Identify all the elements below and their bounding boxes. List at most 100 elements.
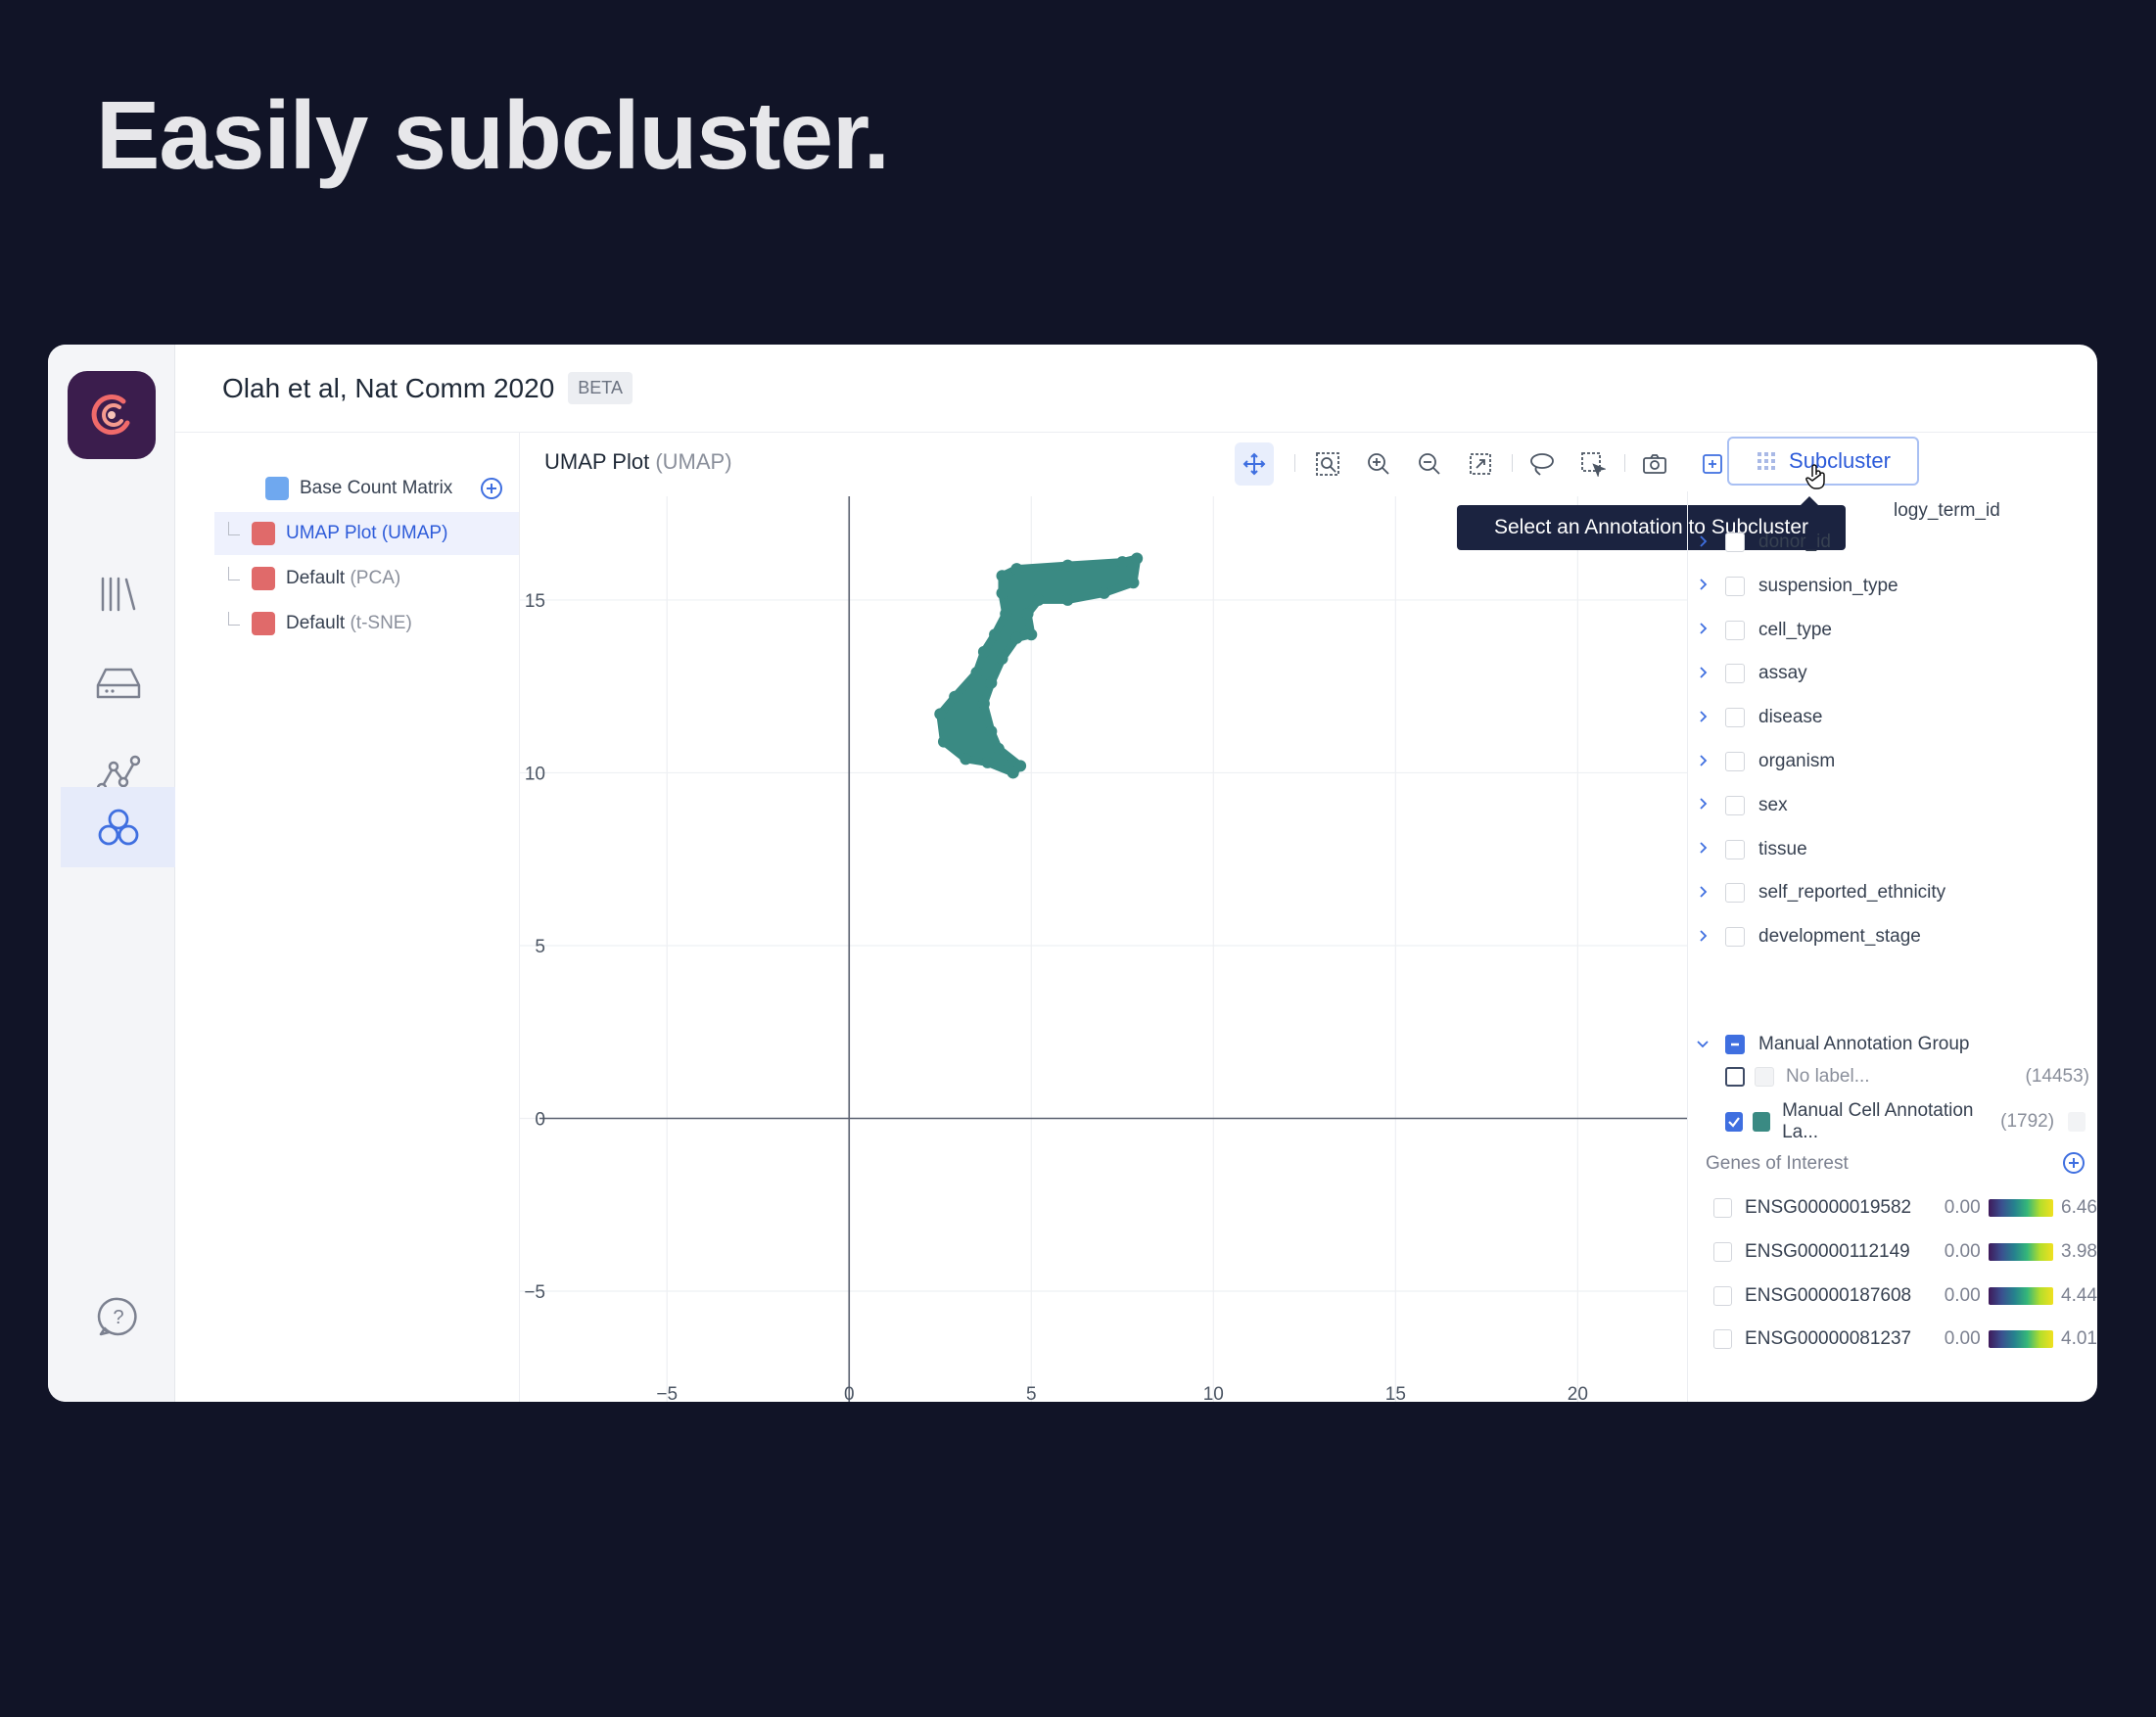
data-point bbox=[1127, 577, 1140, 589]
box-zoom-icon[interactable] bbox=[1308, 442, 1347, 486]
tree-item-pca[interactable]: Default (PCA) bbox=[214, 557, 519, 600]
annotation-field-label: donor_id bbox=[1758, 532, 1831, 552]
chevron-right-icon[interactable] bbox=[1688, 533, 1717, 553]
field-checkbox[interactable] bbox=[1725, 927, 1745, 948]
gene-min: 0.00 bbox=[1944, 1284, 1981, 1306]
annotation-field-organism[interactable]: organism bbox=[1688, 742, 2097, 781]
field-checkbox[interactable] bbox=[1725, 664, 1745, 684]
data-point bbox=[985, 676, 998, 689]
add-gene-icon[interactable] bbox=[2062, 1151, 2086, 1180]
box-select-icon[interactable] bbox=[1573, 442, 1613, 486]
data-point bbox=[1007, 766, 1019, 779]
annotation-field-assay[interactable]: assay bbox=[1688, 654, 2097, 693]
storage-icon[interactable] bbox=[61, 643, 175, 723]
gene-checkbox[interactable] bbox=[1713, 1241, 1733, 1262]
tree-item-suffix: (UMAP) bbox=[381, 523, 448, 543]
camera-icon[interactable] bbox=[1635, 442, 1674, 486]
data-point bbox=[1010, 631, 1023, 644]
x-tick-label: 5 bbox=[1026, 1384, 1037, 1402]
item-checkbox[interactable] bbox=[1725, 1112, 1744, 1132]
annotation-item-manual-cell[interactable]: Manual Cell Annotation La... (1792) bbox=[1688, 1100, 2097, 1142]
data-point bbox=[1061, 593, 1074, 606]
annotation-field-sex[interactable]: sex bbox=[1688, 786, 2097, 825]
annotation-field-disease[interactable]: disease bbox=[1688, 698, 2097, 737]
chevron-right-icon[interactable] bbox=[1688, 927, 1717, 948]
color-swatch bbox=[1753, 1112, 1771, 1132]
matrix-icon bbox=[265, 477, 289, 500]
help-icon[interactable]: ? bbox=[61, 1276, 175, 1357]
item-menu-icon[interactable] bbox=[2068, 1112, 2086, 1132]
annotation-item-no-label[interactable]: No label... (14453) bbox=[1688, 1057, 2097, 1096]
field-checkbox[interactable] bbox=[1725, 533, 1745, 552]
annotation-field-label: disease bbox=[1758, 707, 1823, 728]
field-checkbox[interactable] bbox=[1725, 708, 1745, 728]
gene-row[interactable]: ENSG00000112149 0.00 3.98 bbox=[1688, 1232, 2097, 1272]
autoscale-icon[interactable] bbox=[1461, 442, 1500, 486]
data-point bbox=[989, 628, 1002, 641]
annotation-field-suspension-type[interactable]: suspension_type bbox=[1688, 567, 2097, 606]
clusters-icon[interactable] bbox=[61, 787, 175, 867]
zoom-in-icon[interactable] bbox=[1359, 442, 1398, 486]
field-checkbox[interactable] bbox=[1725, 795, 1745, 815]
plot-axes bbox=[539, 496, 1687, 1402]
add-icon[interactable] bbox=[480, 477, 503, 506]
gene-checkbox[interactable] bbox=[1713, 1285, 1733, 1306]
gene-checkbox[interactable] bbox=[1713, 1198, 1733, 1218]
annotation-field-label: sex bbox=[1758, 794, 1788, 815]
group-checkbox[interactable] bbox=[1725, 1035, 1745, 1054]
data-point bbox=[977, 645, 990, 658]
gene-min: 0.00 bbox=[1944, 1197, 1981, 1218]
chevron-right-icon[interactable] bbox=[1688, 795, 1717, 815]
data-point bbox=[937, 735, 950, 748]
chevron-right-icon[interactable] bbox=[1688, 664, 1717, 684]
chevron-right-icon[interactable] bbox=[1688, 708, 1717, 728]
tree-item-label: Default bbox=[286, 568, 346, 588]
field-checkbox[interactable] bbox=[1725, 752, 1745, 771]
data-point bbox=[1032, 593, 1045, 606]
chevron-right-icon[interactable] bbox=[1688, 620, 1717, 640]
zoom-out-icon[interactable] bbox=[1410, 442, 1449, 486]
gene-row[interactable]: ENSG00000187608 0.00 4.44 bbox=[1688, 1276, 2097, 1316]
annotation-field-partial[interactable]: logy_term_id bbox=[1688, 491, 2097, 531]
beta-badge: BETA bbox=[568, 372, 633, 404]
field-checkbox[interactable] bbox=[1725, 576, 1745, 596]
annotation-field-cell-type[interactable]: cell_type bbox=[1688, 611, 2097, 650]
annotation-group-manual[interactable]: Manual Annotation Group bbox=[1688, 1025, 2097, 1064]
chevron-right-icon[interactable] bbox=[1688, 883, 1717, 904]
lasso-select-icon[interactable] bbox=[1523, 442, 1562, 486]
field-checkbox[interactable] bbox=[1725, 839, 1745, 859]
annotation-field-self-reported-ethnicity[interactable]: self_reported_ethnicity bbox=[1688, 873, 2097, 912]
chevron-right-icon[interactable] bbox=[1688, 576, 1717, 596]
data-point bbox=[996, 586, 1008, 599]
gene-row[interactable]: ENSG00000081237 0.00 4.01 bbox=[1688, 1320, 2097, 1359]
annotation-field-donor-id[interactable]: donor_id bbox=[1688, 523, 2097, 562]
chevron-right-icon[interactable] bbox=[1688, 752, 1717, 772]
app-logo[interactable] bbox=[68, 371, 156, 459]
umap-scatter-plot[interactable]: −5 0 5 10 15 20 15 10 5 0 −5 bbox=[520, 496, 1687, 1402]
add-layer-icon[interactable] bbox=[1698, 442, 1727, 486]
annotation-field-tissue[interactable]: tissue bbox=[1688, 830, 2097, 869]
pan-icon[interactable] bbox=[1235, 442, 1274, 486]
tree-item-umap[interactable]: UMAP Plot (UMAP) bbox=[214, 512, 519, 555]
y-tick-label: 15 bbox=[525, 591, 545, 612]
gene-id: ENSG00000081237 bbox=[1745, 1328, 1912, 1350]
library-icon[interactable] bbox=[61, 554, 175, 634]
field-checkbox[interactable] bbox=[1725, 883, 1745, 904]
tree-root-base-count-matrix[interactable]: Base Count Matrix bbox=[175, 467, 519, 510]
dataset-tree: Base Count Matrix UMAP Plot (UMAP) Defau… bbox=[175, 433, 520, 1402]
data-point bbox=[1021, 608, 1034, 621]
chevron-down-icon[interactable] bbox=[1688, 1035, 1717, 1055]
data-point bbox=[1098, 586, 1110, 599]
field-checkbox[interactable] bbox=[1725, 620, 1745, 640]
plot-panel: UMAP Plot (UMAP) bbox=[520, 433, 1744, 1402]
annotation-field-development-stage[interactable]: development_stage bbox=[1688, 917, 2097, 956]
gene-row[interactable]: ENSG00000019582 0.00 6.46 bbox=[1688, 1188, 2097, 1228]
chevron-right-icon[interactable] bbox=[1688, 839, 1717, 859]
gene-checkbox[interactable] bbox=[1713, 1329, 1733, 1350]
gene-id: ENSG00000187608 bbox=[1745, 1284, 1912, 1306]
tree-item-tsne[interactable]: Default (t-SNE) bbox=[214, 602, 519, 645]
y-tick-label: 10 bbox=[525, 764, 545, 784]
item-checkbox[interactable] bbox=[1725, 1067, 1745, 1087]
x-tick-label: 0 bbox=[844, 1384, 855, 1402]
annotation-item-count: (14453) bbox=[2025, 1066, 2090, 1087]
